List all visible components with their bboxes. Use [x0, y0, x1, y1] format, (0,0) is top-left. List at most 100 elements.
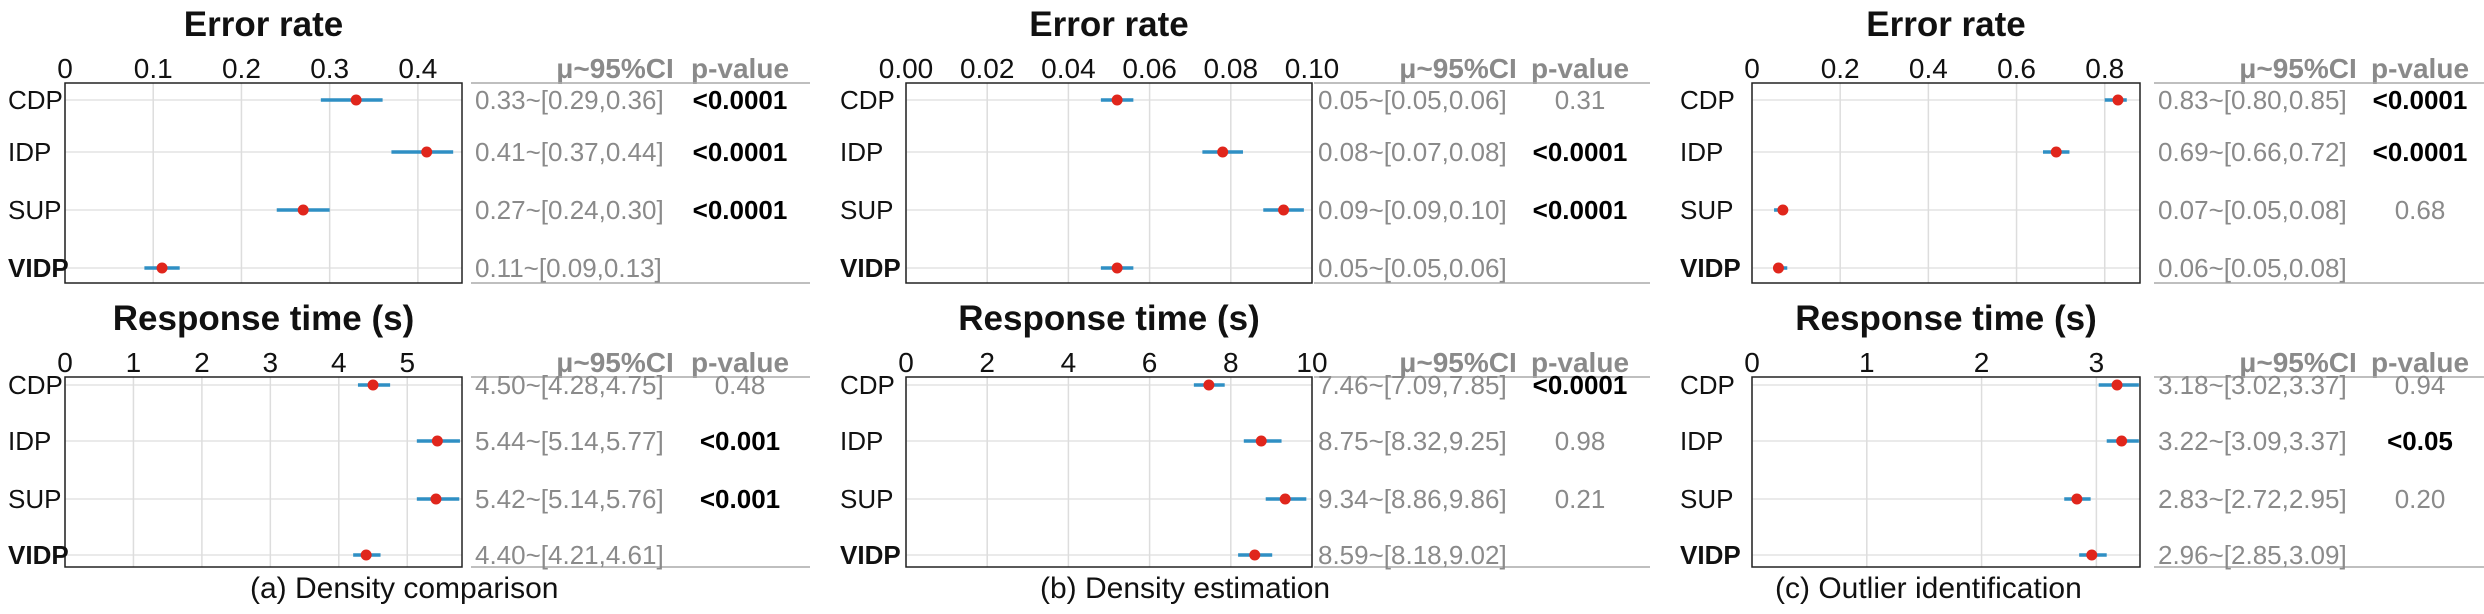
- panel-b-error-ci-text: 0.05~[0.05,0.06]: [1318, 253, 1507, 283]
- panel-a-error-p-value: <0.0001: [693, 195, 788, 225]
- panel-c-error-header-ci: μ~95%CI: [2239, 53, 2357, 84]
- panel-c-error-ci-text: 0.06~[0.05,0.08]: [2158, 253, 2347, 283]
- panel-b-error-p-value: 0.31: [1555, 85, 1606, 115]
- panel-c-error-title: Error rate: [1866, 5, 2026, 44]
- caption-c: (c) Outlier identification: [1775, 572, 2082, 605]
- panel-b-time-mean-point: [1255, 435, 1267, 447]
- panel-c-error-category-label: VIDP: [1680, 253, 1741, 283]
- panel-a-time-tick-label: 0: [57, 347, 73, 378]
- panel-b-time-frame: [905, 376, 1313, 568]
- panel-a-time-category-label: VIDP: [8, 540, 69, 570]
- panel-c-error-tick-label: 0.2: [1821, 53, 1860, 84]
- panel-a-time-ci-text: 4.40~[4.21,4.61]: [475, 540, 664, 570]
- panel-a-error-tick-label: 0.3: [310, 53, 349, 84]
- panel-a-time-p-value: <0.001: [700, 426, 780, 456]
- panel-a-error-mean-point: [156, 262, 168, 274]
- panel-a-time-title: Response time (s): [113, 299, 414, 338]
- panel-b-error-title: Error rate: [1029, 5, 1189, 44]
- panel-a-error-tick-label: 0.4: [398, 53, 437, 84]
- panel-c-error-p-value: <0.0001: [2373, 85, 2468, 115]
- panel-b-time-category-label: CDP: [840, 370, 895, 400]
- panel-c-time-p-value: <0.05: [2387, 426, 2453, 456]
- panel-b-error-header-p: p-value: [1531, 53, 1629, 84]
- panel-c-error-p-value: <0.0001: [2373, 137, 2468, 167]
- panel-b-error-ci-text: 0.09~[0.09,0.10]: [1318, 195, 1507, 225]
- panel-a-time-ci-text: 4.50~[4.28,4.75]: [475, 370, 664, 400]
- panel-b-time-category-label: VIDP: [840, 540, 901, 570]
- panel-a-time-mean-point: [430, 493, 442, 505]
- panel-c-error-mean-point: [2050, 146, 2062, 158]
- panel-b-time-p-value: <0.0001: [1533, 370, 1628, 400]
- panel-a-time-tick-label: 3: [263, 347, 279, 378]
- panel-b-time-tick-label: 8: [1223, 347, 1239, 378]
- panel-c-time-category-label: VIDP: [1680, 540, 1741, 570]
- panel-b-time-title: Response time (s): [958, 299, 1259, 338]
- panel-c-time-tick-label: 2: [1974, 347, 1990, 378]
- panel-a-error-ci-text: 0.27~[0.24,0.30]: [475, 195, 664, 225]
- panel-c-error-mean-point: [1772, 262, 1784, 274]
- panel-b-time-tick-label: 10: [1296, 347, 1327, 378]
- panel-a-time-p-value: 0.48: [715, 370, 766, 400]
- panel-a-time-header-ci: μ~95%CI: [556, 347, 674, 378]
- panel-a-time-tick-label: 2: [194, 347, 210, 378]
- panel-a-error-ci-text: 0.33~[0.29,0.36]: [475, 85, 664, 115]
- panel-a-time-tick-label: 1: [126, 347, 142, 378]
- panel-a-time-mean-point: [367, 379, 379, 391]
- panel-c-error-frame: [1751, 82, 2141, 284]
- panel-a-time-tick-label: 5: [399, 347, 415, 378]
- panel-c-time-frame: [1751, 376, 2141, 568]
- panel-b-error-category-label: SUP: [840, 195, 893, 225]
- panel-b-error-category-label: VIDP: [840, 253, 901, 283]
- panel-b-time-category-label: SUP: [840, 484, 893, 514]
- panel-b-error-mean-point: [1111, 94, 1123, 106]
- panel-c-error-category-label: SUP: [1680, 195, 1733, 225]
- panel-a-time-category-label: CDP: [8, 370, 63, 400]
- panel-a-error-p-value: <0.0001: [693, 137, 788, 167]
- panel-b-error-tick-label: 0.10: [1285, 53, 1340, 84]
- panel-a-time-frame: [64, 376, 463, 568]
- panel-c-error-p-value: 0.68: [2395, 195, 2446, 225]
- panel-c-error-ci-text: 0.69~[0.66,0.72]: [2158, 137, 2347, 167]
- panel-a-error-tick-label: 0.1: [134, 53, 173, 84]
- panel-b-error-category-label: IDP: [840, 137, 883, 167]
- panel-a-error-mean-point: [350, 94, 362, 106]
- panel-b-time-mean-point: [1249, 549, 1261, 561]
- panel-c-time-category-label: IDP: [1680, 426, 1723, 456]
- panel-c-time-mean-point: [2086, 549, 2098, 561]
- panel-b-time-header-ci: μ~95%CI: [1399, 347, 1517, 378]
- panel-b-error-header-ci: μ~95%CI: [1399, 53, 1517, 84]
- panel-a-time-tick-label: 4: [331, 347, 347, 378]
- panel-c-time-header-p: p-value: [2371, 347, 2469, 378]
- panel-b-error-ci-text: 0.05~[0.05,0.06]: [1318, 85, 1507, 115]
- panel-a-error-tick-label: 0.2: [222, 53, 261, 84]
- panel-b-time-ci-text: 9.34~[8.86,9.86]: [1318, 484, 1507, 514]
- panel-a-error-header-p: p-value: [691, 53, 789, 84]
- panel-a-time-header-p: p-value: [691, 347, 789, 378]
- panel-b-time-tick-label: 6: [1142, 347, 1158, 378]
- panel-b-error-mean-point: [1217, 146, 1229, 158]
- panel-a-error-category-label: CDP: [8, 85, 63, 115]
- panel-b-time-tick-label: 0: [898, 347, 914, 378]
- panel-a-error-tick-label: 0: [57, 53, 73, 84]
- panel-b-time-category-label: IDP: [840, 426, 883, 456]
- panel-b-time-tick-label: 2: [979, 347, 995, 378]
- panel-b-error-tick-label: 0.02: [960, 53, 1015, 84]
- panel-c-time-tick-label: 3: [2089, 347, 2105, 378]
- panel-a-time-category-label: SUP: [8, 484, 61, 514]
- panel-c-time-p-value: 0.20: [2395, 484, 2446, 514]
- panel-c-time-ci-text: 2.83~[2.72,2.95]: [2158, 484, 2347, 514]
- panel-a-time-ci-text: 5.44~[5.14,5.77]: [475, 426, 664, 456]
- panel-a-error-p-value: <0.0001: [693, 85, 788, 115]
- caption-b: (b) Density estimation: [1040, 572, 1331, 605]
- panel-a-error-frame: [64, 82, 463, 284]
- panel-b-time-ci-text: 7.46~[7.09,7.85]: [1318, 370, 1507, 400]
- panel-a-error-category-label: SUP: [8, 195, 61, 225]
- panel-c-error-ci-text: 0.83~[0.80,0.85]: [2158, 85, 2347, 115]
- panel-b-time-tick-label: 4: [1061, 347, 1077, 378]
- panel-c-time-p-value: 0.94: [2395, 370, 2446, 400]
- panel-b-error-tick-label: 0.08: [1204, 53, 1259, 84]
- panel-a-error-header-ci: μ~95%CI: [556, 53, 674, 84]
- panel-c-time-mean-point: [2116, 435, 2128, 447]
- panel-b-time-p-value: 0.98: [1555, 426, 1606, 456]
